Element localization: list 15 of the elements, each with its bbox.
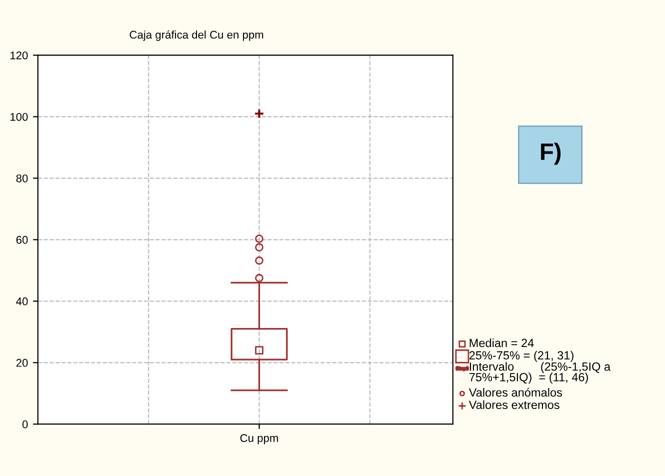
text: Intervalo (25%-1,5IQ a 75%+1,5IQ) = (11, 46) — [469, 362, 611, 384]
y-tick-label: 80 — [16, 174, 28, 182]
text: Valores anómalos — [468, 388, 562, 397]
x-tick-label: Cu ppm — [240, 434, 278, 444]
text: Median = 24 — [470, 338, 534, 348]
chart-title: Caja gráfica del Cu en ppm — [130, 30, 264, 41]
y-tick-label: 20 — [16, 358, 28, 367]
y-tick-label: 60 — [16, 236, 28, 244]
text: 25%-75% = (21, 31) — [469, 350, 574, 362]
text: F) — [541, 142, 561, 165]
text: Valores extremos — [468, 400, 560, 410]
y-tick-label: 40 — [16, 297, 28, 306]
y-tick-label: 100 — [10, 112, 28, 121]
y-tick-label: 0 — [22, 420, 28, 428]
y-tick-label: 120 — [10, 51, 28, 60]
